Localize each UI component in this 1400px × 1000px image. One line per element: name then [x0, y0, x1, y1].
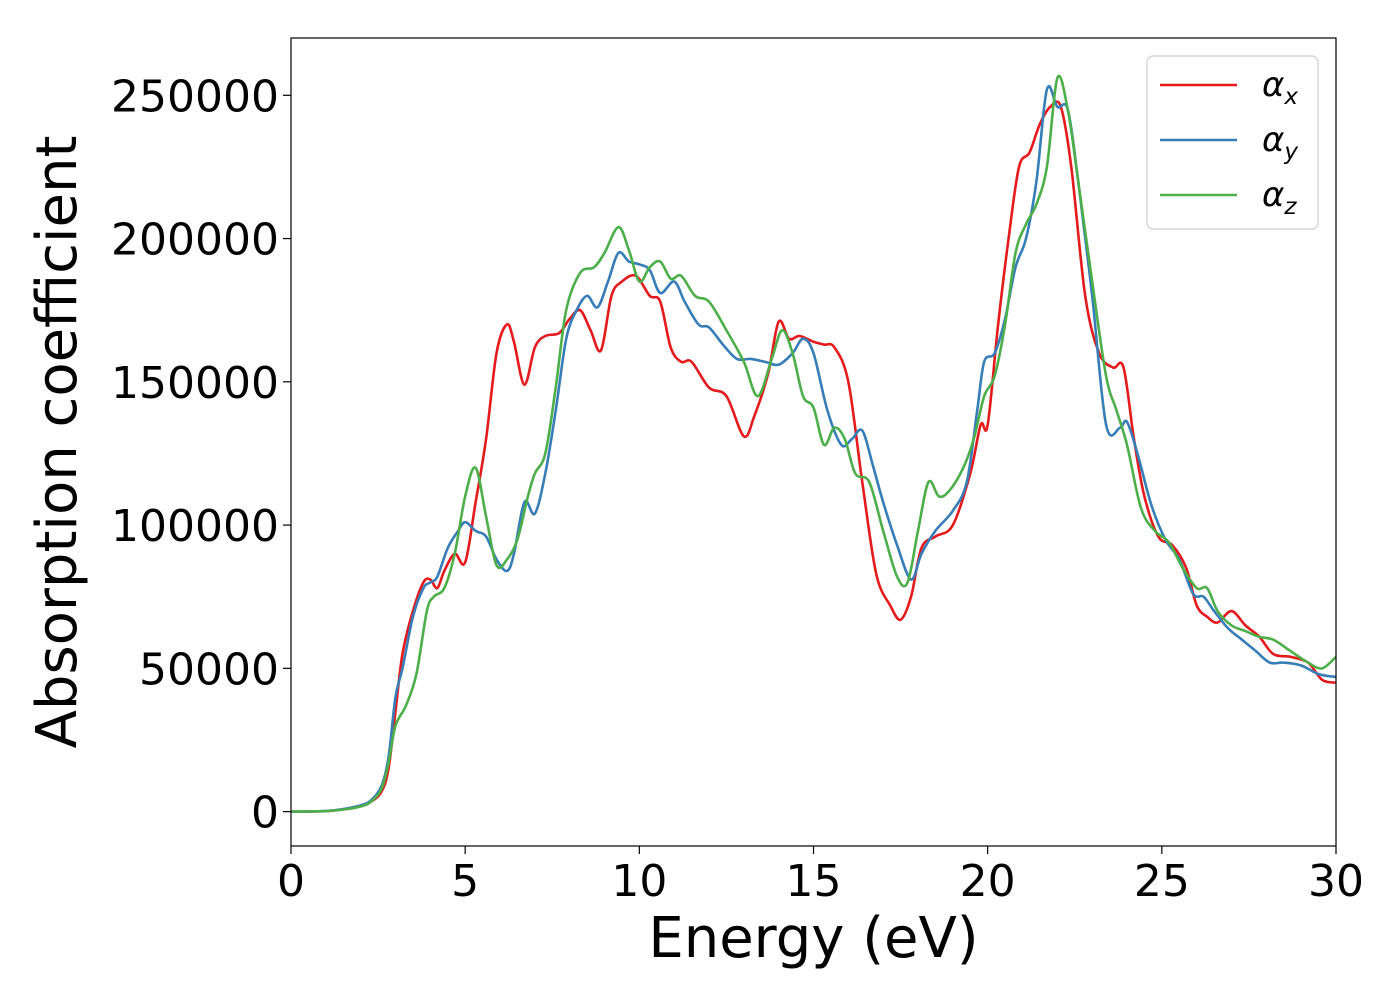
- y-tick-label: 200000: [111, 215, 279, 266]
- x-tick-label: 20: [960, 856, 1016, 907]
- legend: αx αy αz: [1146, 55, 1319, 230]
- y-tick-label: 150000: [111, 358, 279, 409]
- x-tick-label: 25: [1134, 856, 1190, 907]
- legend-box: [1146, 55, 1319, 230]
- y-tick-label: 100000: [111, 501, 279, 552]
- series-line-y: [291, 85, 1336, 813]
- x-axis-ticks: 0 5 10 15 20 25 30: [277, 846, 1364, 907]
- x-tick-label: 0: [277, 856, 305, 907]
- x-axis-label: Energy (eV): [648, 906, 978, 971]
- x-tick-label: 5: [451, 856, 479, 907]
- legend-label-y: αy: [1262, 120, 1298, 165]
- y-axis-ticks: 0 50000 100000 150000 200000 250000: [111, 71, 291, 839]
- x-tick-label: 30: [1308, 856, 1364, 907]
- series-layer: [291, 74, 1336, 813]
- series-line-z: [291, 74, 1336, 813]
- legend-label-z: αz: [1262, 175, 1297, 220]
- y-tick-label: 250000: [111, 71, 279, 122]
- y-tick-label: 50000: [139, 644, 279, 695]
- y-tick-label: 0: [251, 788, 279, 839]
- x-tick-label: 10: [611, 856, 667, 907]
- legend-label-x: αx: [1262, 65, 1298, 110]
- y-axis-label: Absorption coefficient: [25, 136, 90, 749]
- x-tick-label: 15: [786, 856, 842, 907]
